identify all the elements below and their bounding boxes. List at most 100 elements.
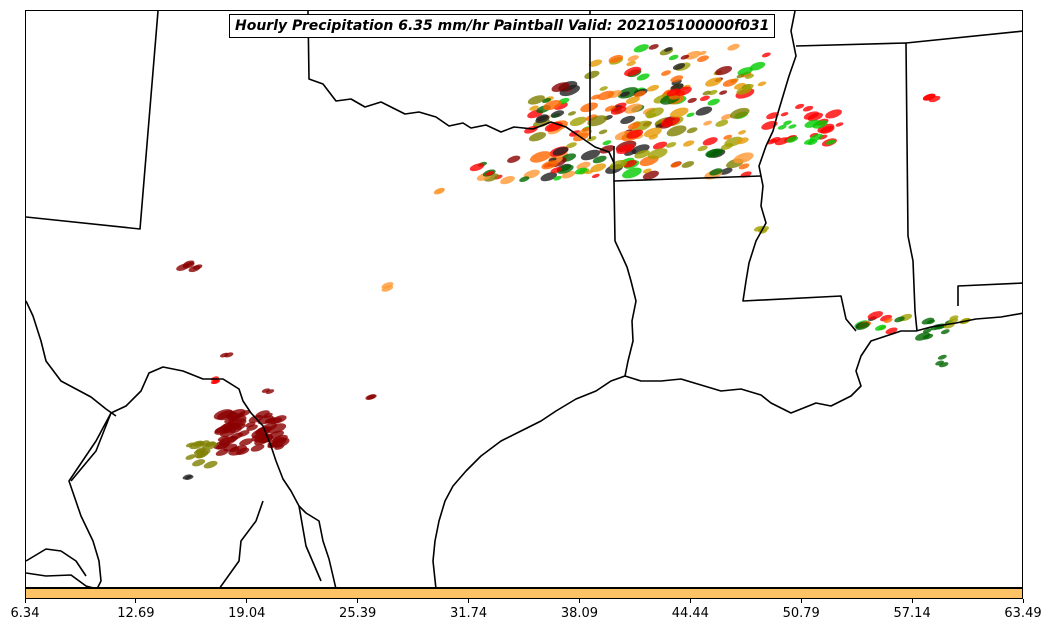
precip-blob [757, 81, 767, 87]
precip-blob [922, 93, 936, 101]
precip-blob [666, 88, 681, 97]
precip-blob [855, 322, 870, 330]
colorbar-tick-mark [578, 599, 580, 603]
precip-blob [633, 44, 649, 53]
precip-blob [670, 83, 684, 91]
precip-blob [587, 115, 608, 127]
precip-blob [802, 105, 814, 112]
precip-blob [780, 112, 789, 117]
precip-blob [625, 96, 640, 104]
precip-blob [736, 137, 749, 145]
precip-blob [715, 66, 733, 76]
precip-blob [646, 84, 660, 92]
precip-blob [786, 136, 799, 143]
precip-blob [680, 54, 690, 60]
colorbar-tick-mark [24, 599, 26, 603]
precip-blob [262, 412, 273, 419]
precip-blob [875, 324, 886, 331]
precip-blob [530, 151, 551, 163]
precip-blob [648, 44, 659, 50]
precip-blob [633, 90, 646, 98]
precip-blob [670, 107, 689, 118]
precip-blob [660, 70, 672, 76]
precip-blob [528, 132, 547, 142]
precip-blob [365, 394, 376, 400]
precip-blob [686, 127, 698, 134]
precip-blob [624, 103, 643, 114]
state-border-alabama-florida [957, 282, 1022, 306]
precip-blob [642, 168, 652, 174]
precip-blob [702, 137, 718, 146]
precip-blob [527, 95, 545, 105]
precip-blob [736, 73, 745, 79]
precip-blob [210, 379, 220, 384]
precip-blob [705, 77, 722, 87]
precip-blob [219, 352, 229, 358]
precip-blob [239, 438, 253, 446]
precip-blob [201, 441, 218, 451]
precip-blob [622, 167, 642, 179]
precip-blob [541, 160, 559, 170]
precip-blob [636, 73, 650, 81]
precip-blob [619, 91, 630, 97]
precip-blob [727, 43, 740, 51]
precip-blob [569, 116, 587, 127]
precip-blob [183, 260, 195, 267]
international-border-rio-grande [26, 366, 337, 587]
colorbar-tick-label: 31.74 [449, 606, 488, 621]
state-border-texas-louisiana [613, 180, 637, 377]
precip-blob [485, 171, 495, 176]
precip-blob [598, 129, 608, 135]
precip-blob [616, 144, 635, 155]
precip-blob [584, 70, 600, 80]
precip-blob [894, 316, 905, 323]
precip-blob [703, 120, 713, 126]
mexico-state-border [26, 300, 117, 417]
precip-blob [237, 430, 250, 437]
precip-blob [581, 127, 590, 132]
precip-blob [576, 161, 591, 170]
precip-blob [215, 448, 229, 456]
precip-blob [940, 329, 950, 335]
precip-blob [192, 459, 206, 467]
precip-blob [250, 444, 265, 452]
precip-blob [523, 169, 540, 179]
precip-blob [540, 172, 558, 182]
precip-blob [687, 97, 697, 103]
precip-blob [235, 447, 250, 455]
precip-blob [507, 155, 521, 163]
precip-blob [722, 78, 738, 87]
precip-blob [597, 90, 615, 101]
colorbar-tick-label: 38.09 [560, 606, 599, 621]
coastline [432, 312, 1022, 587]
precip-blob [670, 75, 684, 83]
precip-blob [550, 110, 565, 118]
precip-blob [234, 412, 245, 419]
mexico-state-border-east2 [298, 505, 322, 582]
precip-blob [783, 120, 792, 126]
precip-blob [381, 285, 394, 292]
precip-blob [645, 107, 664, 118]
precip-blob [788, 124, 797, 129]
precip-blob [203, 460, 218, 469]
precip-blob [937, 354, 947, 360]
precip-blob [702, 90, 712, 96]
precip-blob [668, 54, 679, 61]
colorbar-tick-mark [1022, 599, 1024, 603]
colorbar [25, 588, 1023, 599]
precip-blob [949, 315, 959, 321]
precip-blob [566, 142, 577, 149]
precip-blob [720, 113, 732, 121]
precip-blob [707, 98, 720, 106]
precip-blob [812, 120, 828, 129]
precip-blob [698, 50, 707, 56]
precip-blob [709, 168, 723, 176]
precip-blob [706, 148, 724, 158]
precip-blob [804, 138, 815, 145]
colorbar-tick-label: 50.79 [782, 606, 820, 621]
precip-blob [274, 444, 285, 450]
precip-blob [574, 167, 588, 175]
precip-blob [624, 66, 642, 77]
precip-blob [185, 454, 196, 460]
precip-blob [723, 134, 733, 140]
